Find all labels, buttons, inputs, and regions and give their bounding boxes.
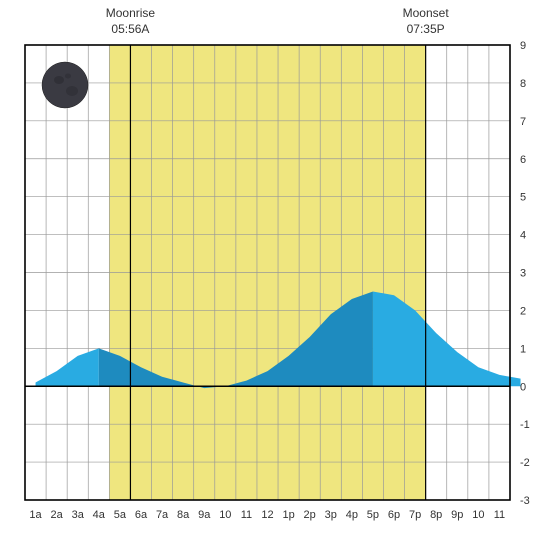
x-tick-label: 1a bbox=[29, 509, 42, 521]
x-tick-label: 7p bbox=[409, 509, 421, 521]
x-tick-label: 10 bbox=[219, 509, 231, 521]
x-tick-label: 6p bbox=[388, 509, 400, 521]
y-tick-label: 1 bbox=[520, 343, 526, 355]
x-tick-label: 2p bbox=[304, 509, 316, 521]
moonset-label: Moonset bbox=[403, 6, 450, 20]
moonset-time: 07:35P bbox=[407, 22, 445, 36]
y-tick-label: 8 bbox=[520, 78, 526, 90]
x-tick-label: 1p bbox=[282, 509, 294, 521]
moonrise-time: 05:56A bbox=[111, 22, 149, 36]
y-tick-label: 7 bbox=[520, 116, 526, 128]
y-tick-label: 0 bbox=[520, 381, 526, 393]
y-tick-label: 5 bbox=[520, 192, 526, 204]
x-tick-label: 8a bbox=[177, 509, 190, 521]
moonrise-label: Moonrise bbox=[106, 6, 156, 20]
x-tick-label: 9p bbox=[451, 509, 463, 521]
y-tick-label: 6 bbox=[520, 154, 526, 166]
y-tick-label: 4 bbox=[520, 230, 526, 242]
y-tick-label: 9 bbox=[520, 40, 526, 52]
chart-svg: 1a2a3a4a5a6a7a8a9a1011121p2p3p4p5p6p7p8p… bbox=[0, 0, 550, 550]
y-axis: -3 -2 -1 0 1 2 3 4 5 6 7 8 9 bbox=[520, 40, 530, 507]
x-tick-label: 5a bbox=[114, 509, 127, 521]
x-tick-label: 5p bbox=[367, 509, 379, 521]
x-tick-label: 4p bbox=[346, 509, 358, 521]
x-tick-label: 9a bbox=[198, 509, 211, 521]
x-tick-label: 6a bbox=[135, 509, 148, 521]
tide-chart: 1a2a3a4a5a6a7a8a9a1011121p2p3p4p5p6p7p8p… bbox=[0, 0, 550, 550]
x-tick-label: 11 bbox=[241, 509, 252, 521]
x-tick-label: 10 bbox=[472, 509, 484, 521]
x-tick-label: 8p bbox=[430, 509, 442, 521]
x-tick-label: 7a bbox=[156, 509, 169, 521]
y-tick-label: 3 bbox=[520, 268, 526, 280]
x-tick-label: 3p bbox=[325, 509, 337, 521]
y-tick-label: -1 bbox=[520, 419, 530, 431]
y-tick-label: 2 bbox=[520, 305, 526, 317]
x-axis: 1a 2a 3a 4a 5a 6a 7a 8a 9a 10 11 12 1p 2p 3p 4p 5p 6p 7p 8p… bbox=[29, 509, 505, 521]
y-tick-label: -2 bbox=[520, 457, 530, 469]
x-tick-label: 12 bbox=[261, 509, 273, 521]
moon-icon bbox=[42, 62, 88, 108]
x-tick-label: 11 bbox=[494, 509, 505, 521]
x-tick-label: 2a bbox=[51, 509, 64, 521]
x-tick-label: 4a bbox=[93, 509, 106, 521]
x-tick-label: 3a bbox=[72, 509, 85, 521]
y-tick-label: -3 bbox=[520, 495, 530, 507]
